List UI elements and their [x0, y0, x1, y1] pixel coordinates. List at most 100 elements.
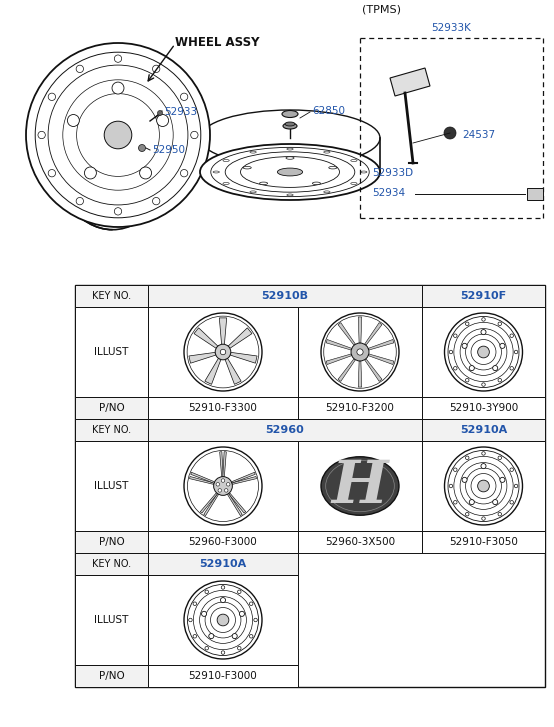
Circle shape [478, 480, 489, 492]
Circle shape [254, 618, 257, 622]
Circle shape [48, 169, 55, 177]
Text: 52934: 52934 [372, 188, 405, 198]
Ellipse shape [223, 182, 229, 185]
Ellipse shape [329, 166, 337, 169]
Text: 52910F: 52910F [460, 291, 506, 301]
Circle shape [152, 65, 160, 73]
Circle shape [214, 477, 232, 495]
Ellipse shape [282, 111, 298, 118]
Circle shape [224, 489, 228, 492]
Text: 52960-3X500: 52960-3X500 [325, 537, 395, 547]
Ellipse shape [285, 122, 295, 126]
Circle shape [449, 484, 453, 488]
Polygon shape [358, 361, 362, 387]
Text: 52910A: 52910A [460, 425, 507, 435]
Bar [422, 419, 545, 441]
Text: H: H [332, 457, 388, 515]
Circle shape [238, 590, 241, 593]
Ellipse shape [361, 171, 367, 173]
Circle shape [140, 167, 152, 179]
Polygon shape [338, 323, 356, 345]
Circle shape [138, 145, 146, 151]
Circle shape [215, 344, 231, 360]
Circle shape [221, 586, 225, 589]
Circle shape [454, 500, 457, 504]
Circle shape [510, 468, 514, 472]
Circle shape [221, 651, 225, 654]
Polygon shape [326, 340, 352, 350]
Circle shape [157, 111, 162, 116]
Circle shape [462, 343, 467, 348]
Bar [75, 575, 148, 665]
Circle shape [217, 614, 229, 626]
Polygon shape [200, 493, 218, 513]
Circle shape [514, 350, 518, 354]
Polygon shape [230, 353, 257, 364]
Circle shape [114, 55, 122, 63]
Polygon shape [189, 353, 216, 364]
Circle shape [220, 598, 225, 603]
Text: 52960: 52960 [265, 425, 304, 435]
Circle shape [84, 167, 96, 179]
Polygon shape [365, 323, 382, 345]
Polygon shape [205, 358, 221, 385]
Circle shape [191, 132, 198, 139]
Polygon shape [365, 358, 382, 382]
Ellipse shape [324, 191, 330, 193]
Circle shape [114, 208, 122, 215]
Circle shape [454, 366, 457, 370]
Circle shape [462, 478, 467, 483]
Circle shape [469, 499, 474, 505]
Circle shape [510, 334, 514, 337]
Text: 52933: 52933 [164, 107, 197, 117]
Circle shape [205, 646, 208, 650]
Circle shape [220, 349, 225, 355]
Polygon shape [338, 358, 356, 382]
Circle shape [469, 366, 474, 371]
Polygon shape [228, 328, 252, 348]
Circle shape [454, 468, 457, 472]
Circle shape [181, 93, 188, 100]
Circle shape [351, 343, 369, 361]
Circle shape [184, 313, 262, 391]
Ellipse shape [250, 151, 257, 153]
Text: 52910-3Y900: 52910-3Y900 [449, 403, 518, 413]
Ellipse shape [312, 182, 321, 185]
Ellipse shape [200, 144, 380, 200]
Polygon shape [191, 473, 214, 483]
Ellipse shape [287, 194, 293, 196]
Text: ILLUST: ILLUST [94, 347, 129, 357]
Polygon shape [225, 358, 241, 385]
Polygon shape [228, 493, 246, 513]
Text: 52950: 52950 [152, 145, 185, 155]
Text: 52910A: 52910A [199, 559, 247, 569]
Bar [75, 419, 148, 441]
Circle shape [193, 635, 197, 638]
Circle shape [218, 489, 222, 492]
Text: WHEEL ASSY: WHEEL ASSY [175, 36, 259, 49]
Bar [422, 307, 545, 397]
Circle shape [238, 646, 241, 650]
Text: 24537: 24537 [462, 130, 495, 140]
Polygon shape [189, 476, 214, 484]
Ellipse shape [243, 166, 252, 169]
Circle shape [104, 121, 132, 149]
Text: ILLUST: ILLUST [94, 481, 129, 491]
Bar [148, 553, 298, 575]
Circle shape [478, 346, 489, 358]
Bar [148, 307, 298, 397]
Bar [148, 419, 422, 441]
Circle shape [482, 451, 485, 455]
Polygon shape [220, 451, 223, 477]
Ellipse shape [351, 182, 357, 185]
Circle shape [48, 93, 55, 100]
Circle shape [498, 513, 501, 516]
Circle shape [152, 198, 160, 205]
Text: P/NO: P/NO [99, 537, 125, 547]
Polygon shape [232, 476, 257, 484]
Bar [148, 285, 422, 307]
Circle shape [500, 343, 505, 348]
Circle shape [321, 313, 399, 391]
Circle shape [510, 366, 514, 370]
Text: 52933K: 52933K [432, 23, 471, 33]
